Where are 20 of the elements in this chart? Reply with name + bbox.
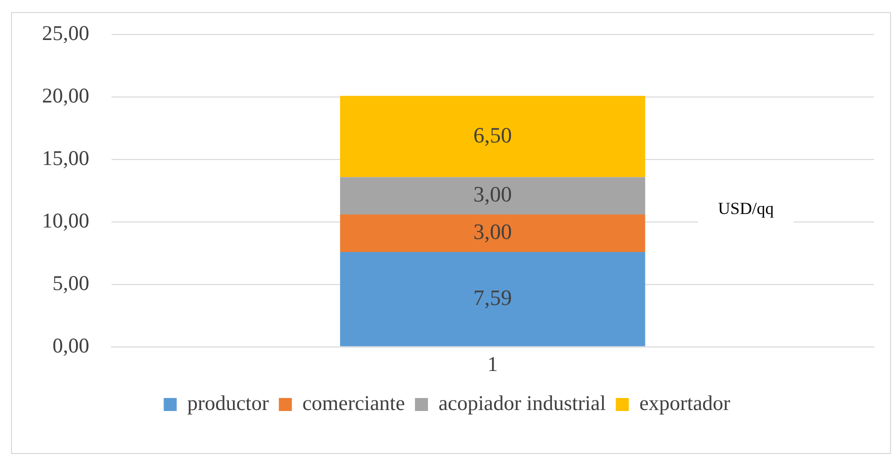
- bar: [340, 177, 646, 215]
- bar: [340, 252, 646, 346]
- bar: [340, 96, 646, 178]
- data-label: 3,00: [473, 182, 512, 207]
- x-tick-label: 1: [487, 352, 498, 376]
- annotation: USD/qq: [718, 198, 774, 218]
- legend-label: comerciante: [302, 391, 405, 416]
- y-tick-label: 0,00: [52, 333, 90, 358]
- y-tick-label: 5,00: [52, 270, 90, 295]
- y-tick-label: 10,00: [42, 208, 90, 232]
- data-label: 3,00: [473, 219, 512, 244]
- data-label: 7,59: [473, 284, 512, 310]
- y-tick-label: 25,00: [42, 21, 90, 46]
- legend-label: acopiador industrial: [438, 391, 606, 416]
- legend-label: exportador: [639, 391, 730, 416]
- y-tick-label: 20,00: [42, 84, 90, 108]
- legend-label: productor: [187, 391, 269, 416]
- y-tick-label: 15,00: [42, 146, 90, 170]
- bar: [340, 214, 646, 252]
- data-label: 6,50: [473, 122, 512, 148]
